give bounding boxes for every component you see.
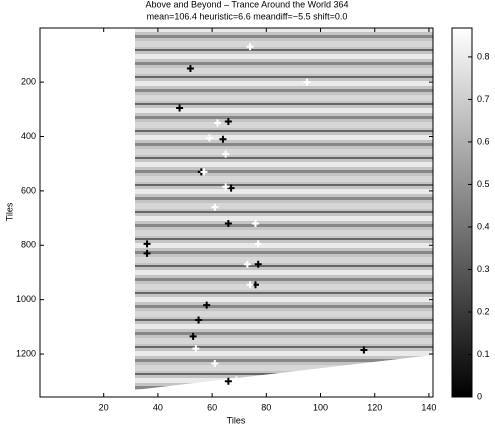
marker xyxy=(254,240,262,248)
y-tick-label: 400 xyxy=(21,131,36,141)
x-tick-label: 80 xyxy=(261,402,271,412)
colorbar xyxy=(451,27,473,398)
x-tick-label: 120 xyxy=(367,402,382,412)
marker xyxy=(243,260,251,268)
marker xyxy=(224,377,232,385)
x-axis-label: Tiles xyxy=(227,415,246,425)
colorbar-tick-label: 0.7 xyxy=(477,94,490,104)
colorbar-tick-label: 0.1 xyxy=(477,349,490,359)
marker xyxy=(251,220,259,228)
marker xyxy=(222,183,230,191)
colorbar-tick-label: 0.4 xyxy=(477,221,490,231)
marker xyxy=(227,184,235,192)
marker xyxy=(214,119,222,127)
marker xyxy=(176,104,184,112)
colorbar-tick-label: 0.6 xyxy=(477,136,490,146)
marker xyxy=(224,220,232,228)
marker xyxy=(360,346,368,354)
marker xyxy=(200,168,208,176)
marker xyxy=(246,281,254,289)
plot-frame xyxy=(39,27,434,398)
marker xyxy=(189,332,197,340)
colorbar-tick-label: 0.2 xyxy=(477,306,490,316)
y-tick-label: 600 xyxy=(21,185,36,195)
marker xyxy=(303,78,311,86)
marker xyxy=(254,260,262,268)
y-tick-label: 200 xyxy=(21,76,36,86)
marker xyxy=(186,65,194,73)
marker xyxy=(211,360,219,368)
colorbar-tick-label: 0.5 xyxy=(477,179,490,189)
marker xyxy=(205,134,213,142)
marker xyxy=(203,301,211,309)
image xyxy=(135,28,433,390)
marker xyxy=(233,376,240,384)
marker xyxy=(192,345,200,353)
y-tick-label: 1200 xyxy=(16,348,36,358)
marker xyxy=(211,203,219,211)
marker xyxy=(224,118,232,126)
marker xyxy=(246,43,254,51)
x-tick-label: 40 xyxy=(153,402,163,412)
y-axis-label: Tiles xyxy=(4,202,14,221)
colorbar-tick-label: 0.3 xyxy=(477,264,490,274)
y-tick-label: 800 xyxy=(21,240,36,250)
x-tick-label: 140 xyxy=(421,402,436,412)
marker xyxy=(222,150,230,158)
marker xyxy=(143,249,151,257)
chart-title: Above and Beyond – Trance Around the Wor… xyxy=(146,0,349,9)
marker xyxy=(195,316,203,324)
x-tick-label: 60 xyxy=(207,402,217,412)
colorbar-tick-label: 0 xyxy=(477,391,482,401)
y-tick-label: 1000 xyxy=(16,294,36,304)
x-tick-label: 20 xyxy=(99,402,109,412)
colorbar-tick-label: 0.8 xyxy=(477,51,490,61)
chart-subtitle: mean=106.4 heuristic=6.6 meandiff=−5.5 s… xyxy=(147,11,348,21)
marker xyxy=(143,240,151,248)
marker xyxy=(219,135,227,143)
x-tick-label: 100 xyxy=(313,402,328,412)
